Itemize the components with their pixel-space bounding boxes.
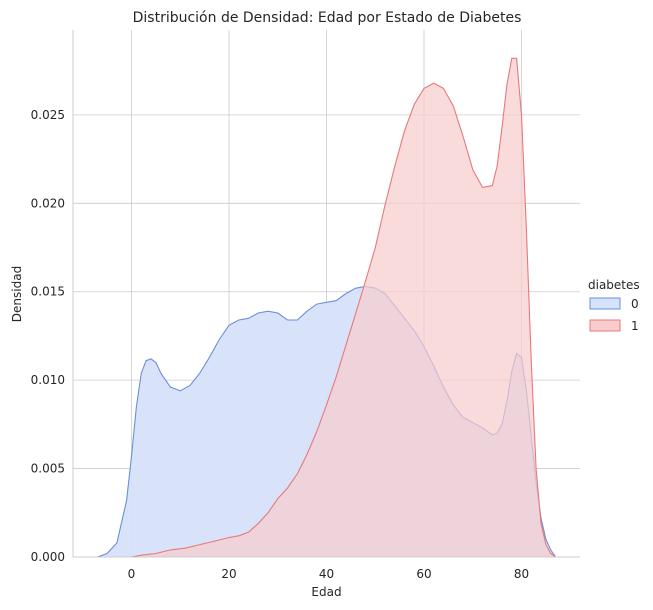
density-area-series-1 — [131, 58, 556, 558]
y-tick-label: 0.000 — [31, 550, 65, 564]
legend-swatch-0 — [589, 297, 621, 310]
legend-label-1: 1 — [631, 319, 639, 333]
x-tick-label: 0 — [128, 567, 136, 581]
density-line-series-1 — [131, 57, 556, 558]
x-tick-label: 40 — [319, 567, 334, 581]
legend: diabetes 0 1 — [588, 278, 640, 333]
x-tick-label: 60 — [416, 567, 431, 581]
y-tick-label: 0.005 — [31, 462, 65, 476]
y-tick-label: 0.025 — [31, 108, 65, 122]
y-tick-label: 0.010 — [31, 373, 65, 387]
density-areas — [97, 57, 557, 558]
legend-label-0: 0 — [631, 297, 639, 311]
y-tick-label: 0.020 — [31, 196, 65, 210]
chart-title: Distribución de Densidad: Edad por Estad… — [133, 10, 522, 26]
x-tick-label: 80 — [514, 567, 529, 581]
y-tick-label: 0.015 — [31, 285, 65, 299]
x-axis-label: Edad — [311, 585, 341, 599]
x-tick-labels: 0 20 40 60 80 — [128, 567, 529, 581]
y-tick-labels: 0.000 0.005 0.010 0.015 0.020 0.025 — [31, 108, 65, 564]
legend-title: diabetes — [588, 278, 640, 292]
y-axis-label: Densidad — [10, 266, 24, 322]
legend-swatch-1 — [589, 319, 621, 332]
x-tick-label: 20 — [221, 567, 236, 581]
